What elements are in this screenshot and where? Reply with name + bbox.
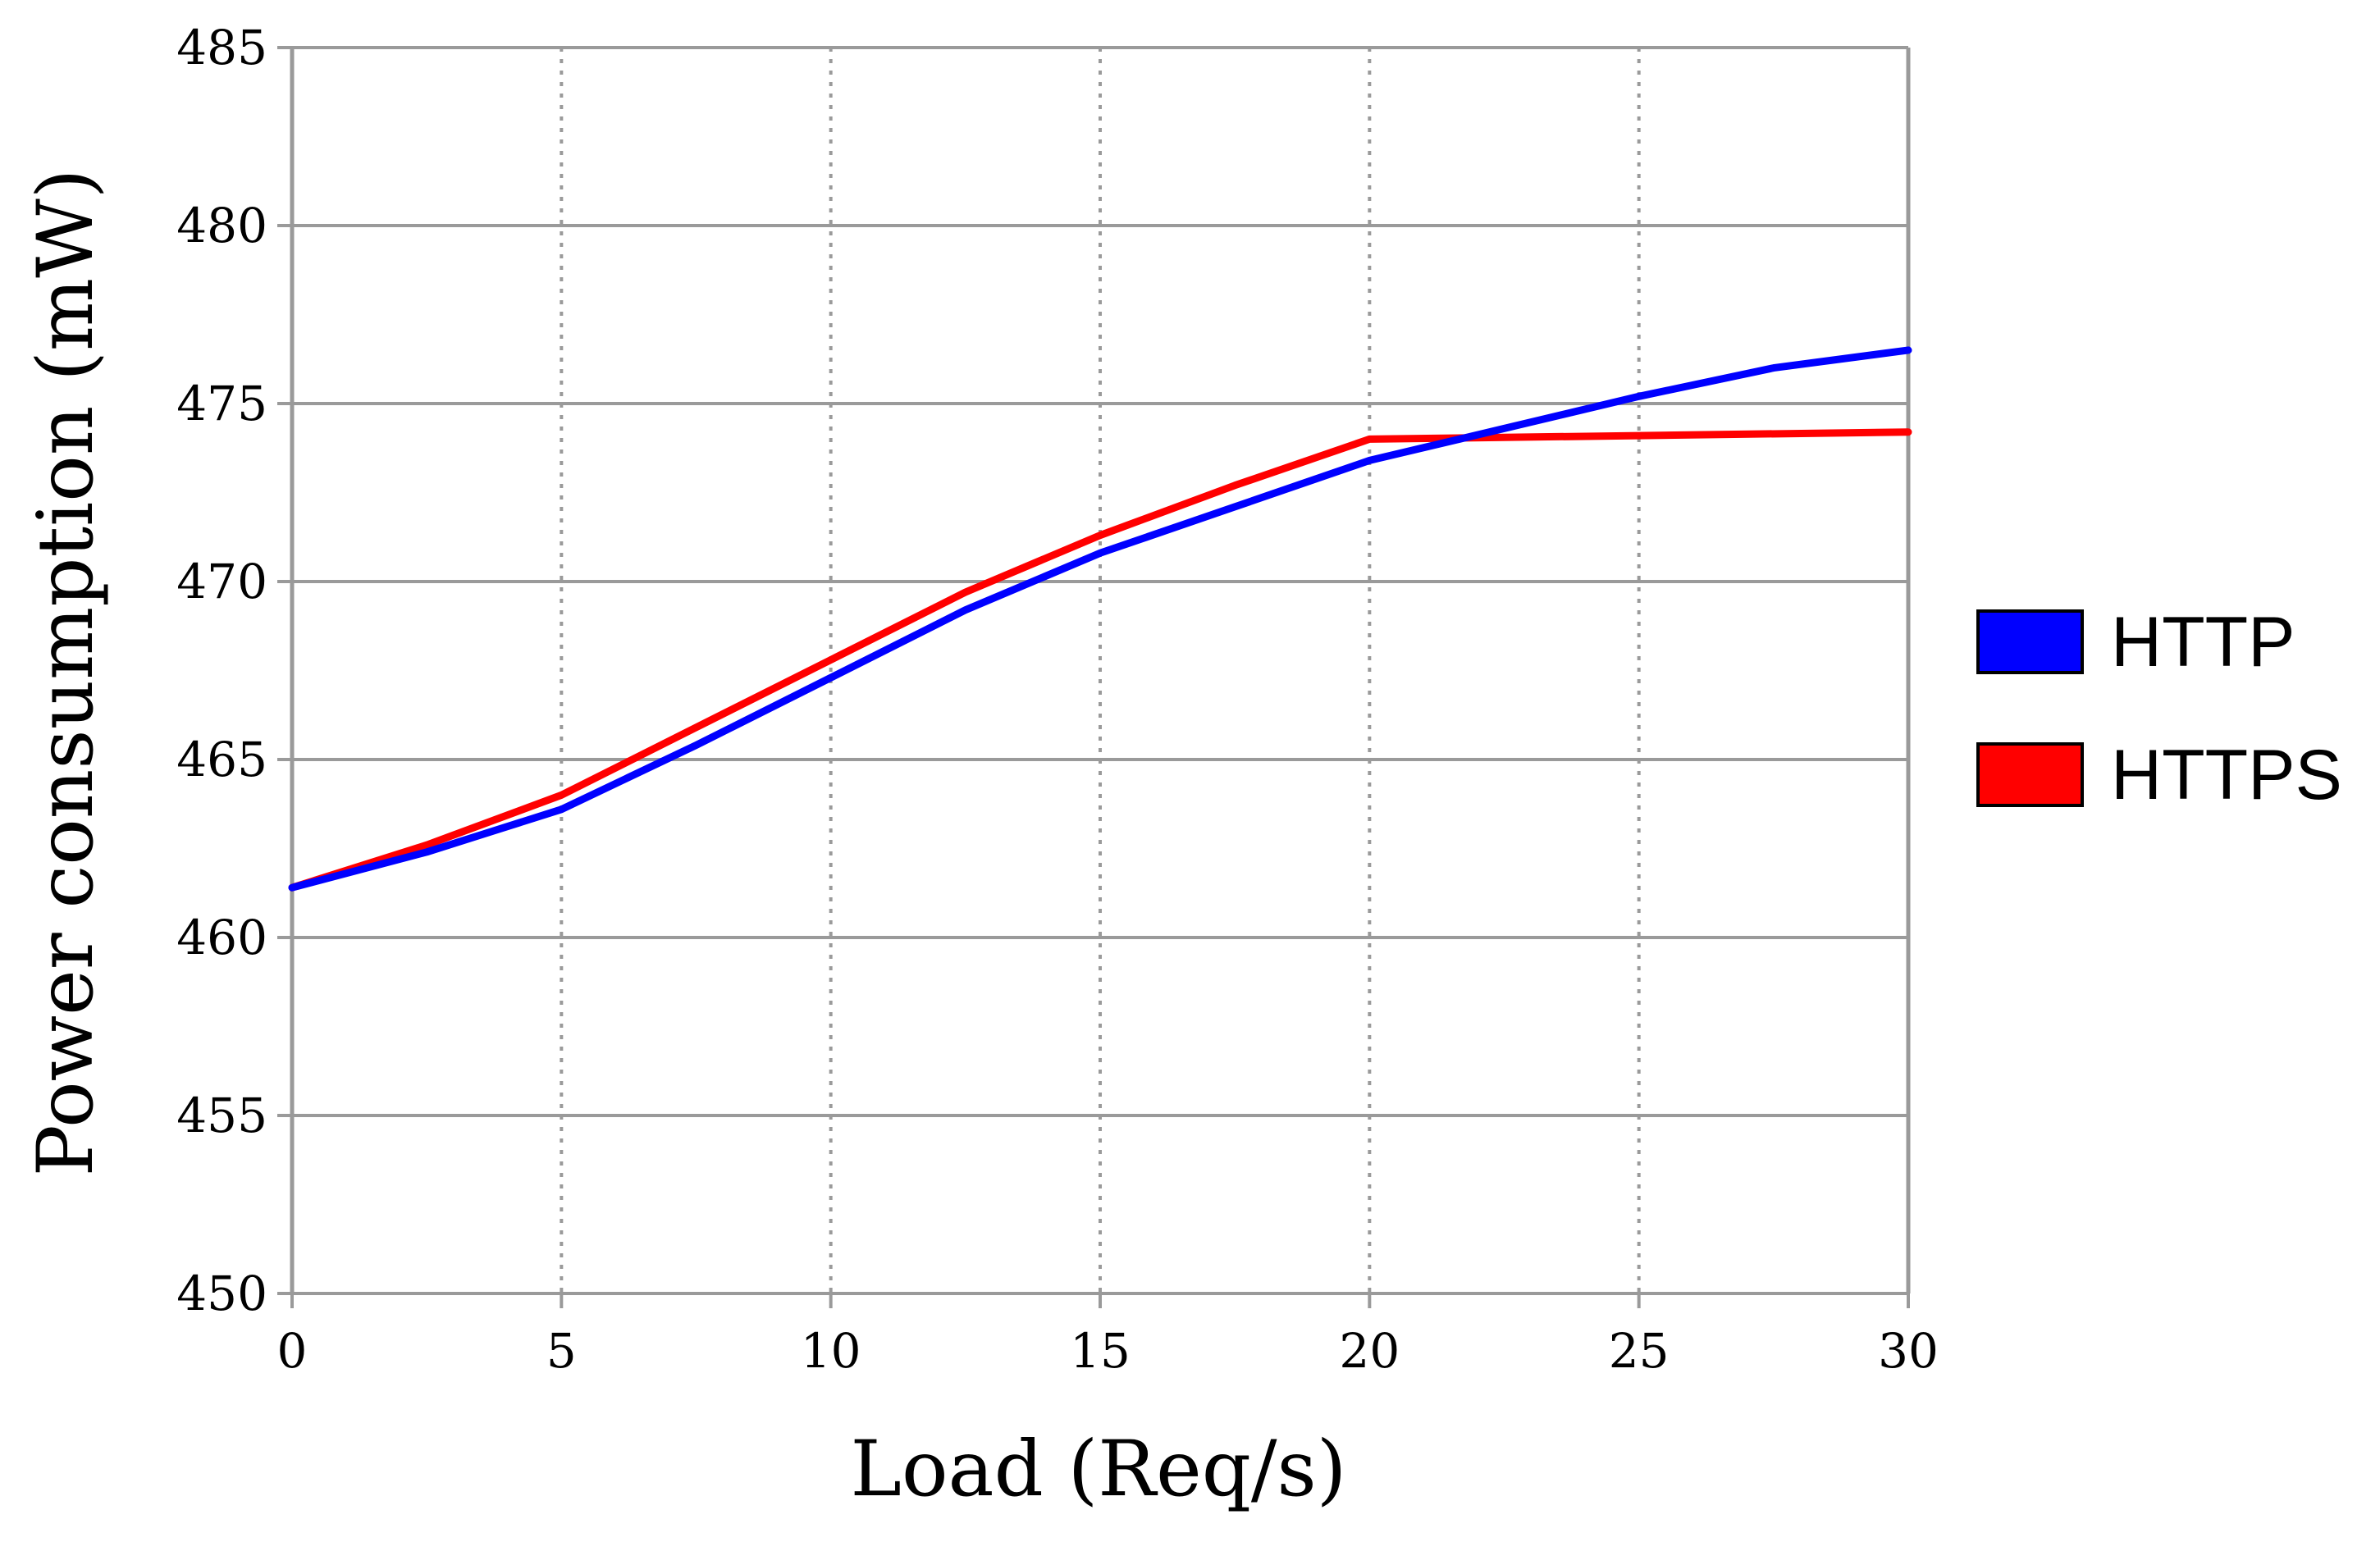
y-tick-label: 465: [176, 732, 267, 787]
series-line-http: [288, 346, 1912, 892]
series-lines: [288, 346, 1912, 892]
y-axis-title: Power consumption (mW): [21, 169, 111, 1177]
y-tick-label: 485: [176, 20, 267, 75]
y-tick-label: 460: [176, 910, 267, 965]
y-tick-label: 455: [176, 1088, 267, 1143]
x-tick-label: 25: [1609, 1323, 1670, 1379]
x-tick-label: 10: [801, 1323, 861, 1379]
x-tick-label: 30: [1878, 1323, 1939, 1379]
x-tick-label: 5: [546, 1323, 577, 1379]
x-axis-title: Load (Req/s): [851, 1425, 1347, 1514]
y-tick-label: 470: [176, 554, 267, 609]
legend-label-https: HTTPS: [2111, 736, 2342, 814]
legend: HTTP HTTPS: [1976, 603, 2342, 814]
y-tick-label: 475: [176, 376, 267, 431]
legend-label-http: HTTP: [2111, 603, 2295, 682]
grid: [292, 46, 1908, 1295]
legend-swatch-http: [1976, 609, 2084, 674]
legend-swatch-https: [1976, 742, 2084, 807]
tick-labels: 450 455 460 465 470 475 480 485 0 5 10 15 20 25 30: [176, 20, 1939, 1379]
y-tick-label: 480: [176, 198, 267, 253]
y-tick-label: 450: [176, 1266, 267, 1321]
x-tick-label: 0: [277, 1323, 308, 1379]
axes: [277, 46, 1911, 1308]
x-tick-label: 20: [1339, 1323, 1400, 1379]
x-tick-label: 15: [1070, 1323, 1131, 1379]
